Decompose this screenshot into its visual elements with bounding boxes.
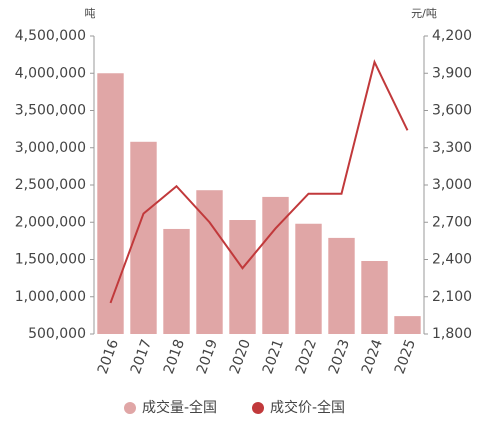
y-tick-label: 2,500,000 <box>15 177 86 193</box>
y2-tick-label: 2,400 <box>432 252 472 268</box>
x-tick-label: 2016 <box>95 337 122 376</box>
y2-tick-label: 2,100 <box>432 289 472 305</box>
y-tick-label: 3,500,000 <box>15 103 86 119</box>
legend-label: 成交量-全国 <box>142 399 217 416</box>
y-axis-unit: 吨 <box>85 7 96 20</box>
x-tick-label: 2024 <box>359 337 386 376</box>
x-tick-label: 2025 <box>392 337 419 376</box>
y-tick-label: 4,500,000 <box>15 28 86 44</box>
bar <box>328 237 355 334</box>
x-tick-label: 2020 <box>227 337 254 376</box>
legend-marker <box>252 402 264 414</box>
y-tick-label: 4,000,000 <box>15 65 86 81</box>
y2-tick-label: 1,800 <box>432 326 472 342</box>
bar <box>295 223 322 334</box>
y2-tick-label: 4,200 <box>432 28 472 44</box>
y2-tick-label: 2,700 <box>432 214 472 230</box>
bar <box>229 220 256 334</box>
y-tick-label: 2,000,000 <box>15 214 86 230</box>
x-tick-label: 2022 <box>293 337 320 376</box>
legend-label: 成交价-全国 <box>270 399 345 416</box>
bar <box>361 260 388 334</box>
y-tick-label: 3,000,000 <box>15 140 86 156</box>
y-tick-label: 500,000 <box>28 326 86 342</box>
y2-tick-label: 3,000 <box>432 177 472 193</box>
x-tick-label: 2017 <box>128 337 155 376</box>
x-tick-label: 2019 <box>194 337 221 376</box>
y2-tick-label: 3,900 <box>432 65 472 81</box>
bar <box>97 73 124 334</box>
x-tick-label: 2021 <box>260 337 287 376</box>
bar <box>196 190 223 334</box>
line <box>109 59 409 304</box>
y2-tick-label: 3,300 <box>432 140 472 156</box>
y-tick-label: 1,500,000 <box>15 252 86 268</box>
y2-tick-label: 3,600 <box>432 103 472 119</box>
y2-axis-unit: 元/吨 <box>411 7 437 20</box>
bar <box>394 316 421 334</box>
y-tick-label: 1,000,000 <box>15 289 86 305</box>
legend-marker <box>124 402 136 414</box>
x-tick-label: 2018 <box>161 337 188 376</box>
bar <box>163 228 190 334</box>
x-tick-label: 2023 <box>326 337 353 376</box>
